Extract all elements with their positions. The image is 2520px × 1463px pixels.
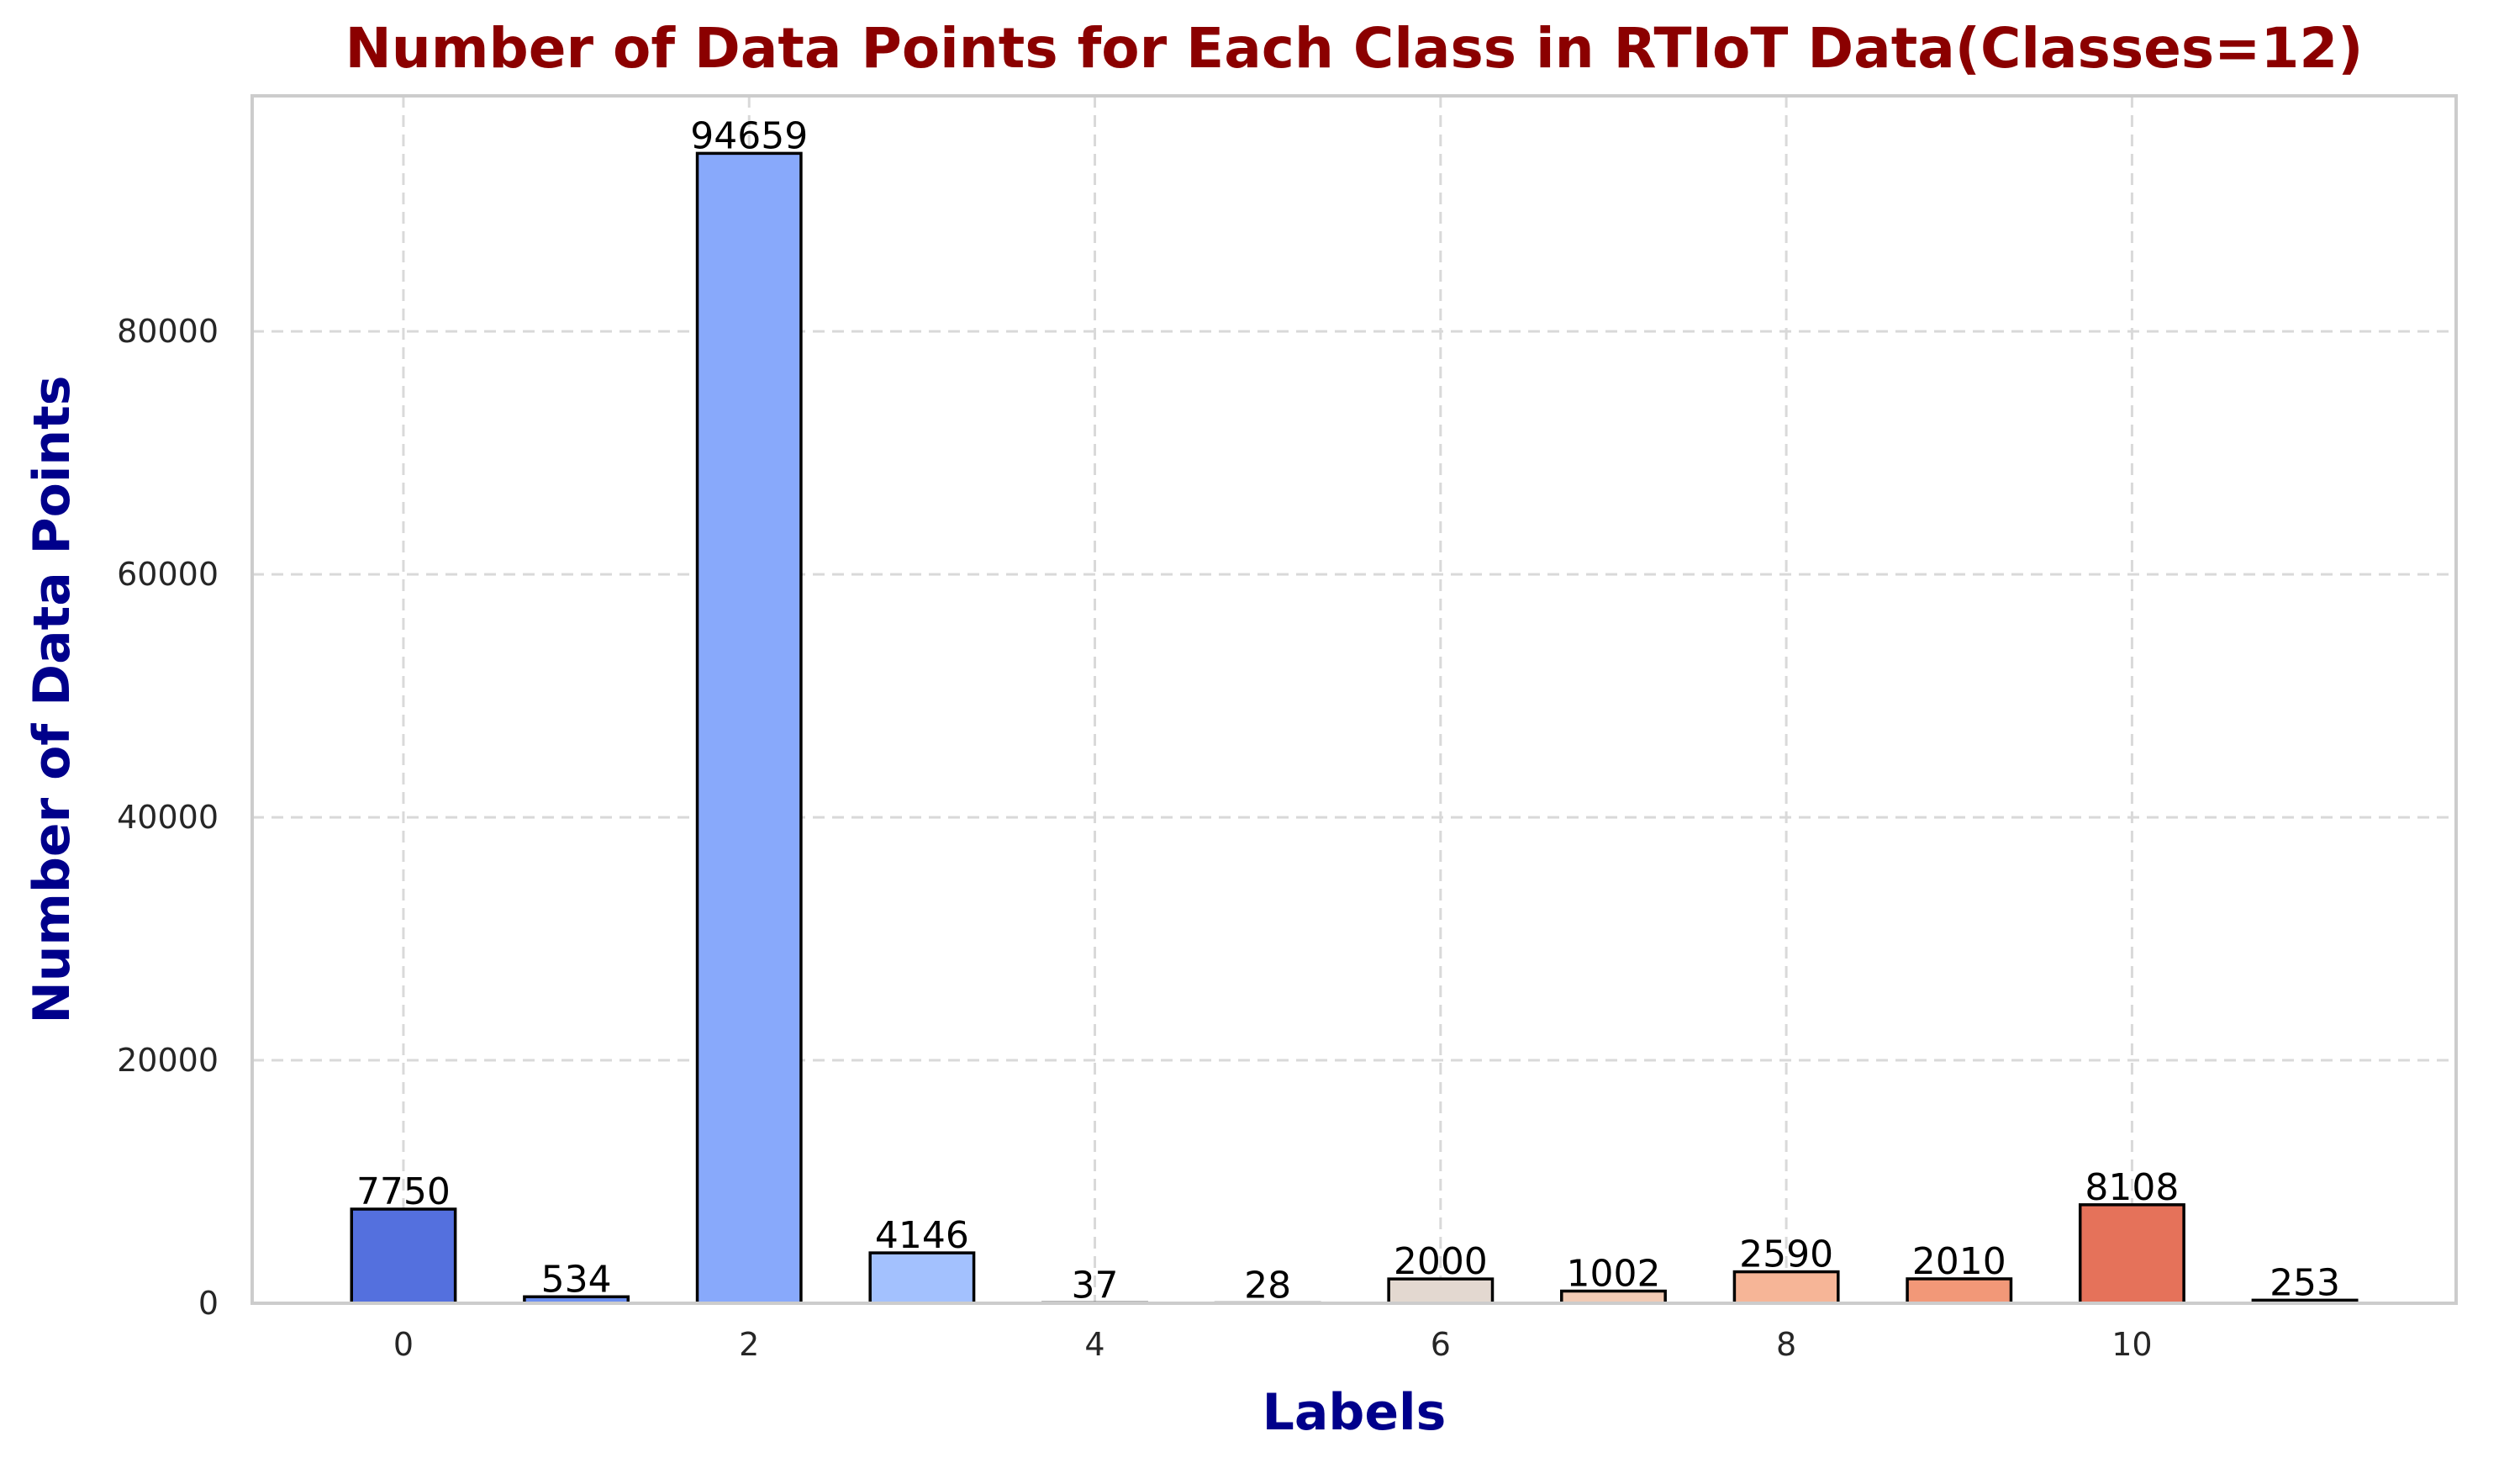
x-tick-label: 2 [739, 1326, 759, 1363]
bar-class-2 [695, 151, 803, 1305]
bar-class-8 [1732, 1270, 1840, 1305]
y-tick-label: 0 [198, 1285, 219, 1322]
x-ticks-layer: 0 2 4 6 8 10 [393, 1326, 2153, 1363]
y-tick-label: 80000 [117, 313, 219, 350]
x-tick-label: 4 [1084, 1326, 1104, 1363]
x-tick-label: 8 [1776, 1326, 1796, 1363]
bar-value-label: 37 [1072, 1264, 1119, 1307]
x-tick-label: 10 [2111, 1326, 2152, 1363]
y-ticks-layer: 0 20000 40000 60000 80000 [117, 313, 219, 1322]
bar-value-label: 253 [2270, 1261, 2340, 1304]
bar-class-9 [1906, 1277, 2013, 1305]
bar-value-label: 28 [1244, 1265, 1291, 1307]
bar-class-10 [2078, 1203, 2185, 1305]
bar-value-label: 7750 [356, 1170, 451, 1213]
bar-value-label: 8108 [2085, 1166, 2179, 1209]
y-tick-label: 40000 [117, 799, 219, 836]
y-axis-label: Number of Data Points [23, 375, 82, 1023]
x-tick-label: 0 [393, 1326, 414, 1363]
bar-value-label: 94659 [690, 114, 808, 157]
bar-value-label: 2000 [1394, 1240, 1488, 1283]
bar-value-label: 2590 [1739, 1233, 1833, 1276]
grid-layer [252, 96, 2456, 1305]
x-axis-label: Labels [1263, 1383, 1447, 1442]
data-labels-layer: 7750 534 94659 4146 37 28 2000 1002 2590 2010 8108… [356, 114, 2340, 1307]
chart-title: Number of Data Points for Each Class in … [345, 16, 2364, 81]
bar-value-label: 4146 [875, 1214, 969, 1257]
bar-value-label: 1002 [1566, 1253, 1660, 1296]
bar-class-0 [350, 1207, 457, 1305]
bars-layer [350, 151, 2359, 1305]
x-tick-label: 6 [1431, 1326, 1451, 1363]
y-tick-label: 60000 [117, 556, 219, 593]
bar-value-label: 534 [541, 1258, 612, 1301]
bar-value-label: 2010 [1912, 1240, 2006, 1283]
y-tick-label: 20000 [117, 1042, 219, 1079]
plot-frame [250, 94, 2458, 1305]
bar-class-3 [868, 1251, 976, 1305]
